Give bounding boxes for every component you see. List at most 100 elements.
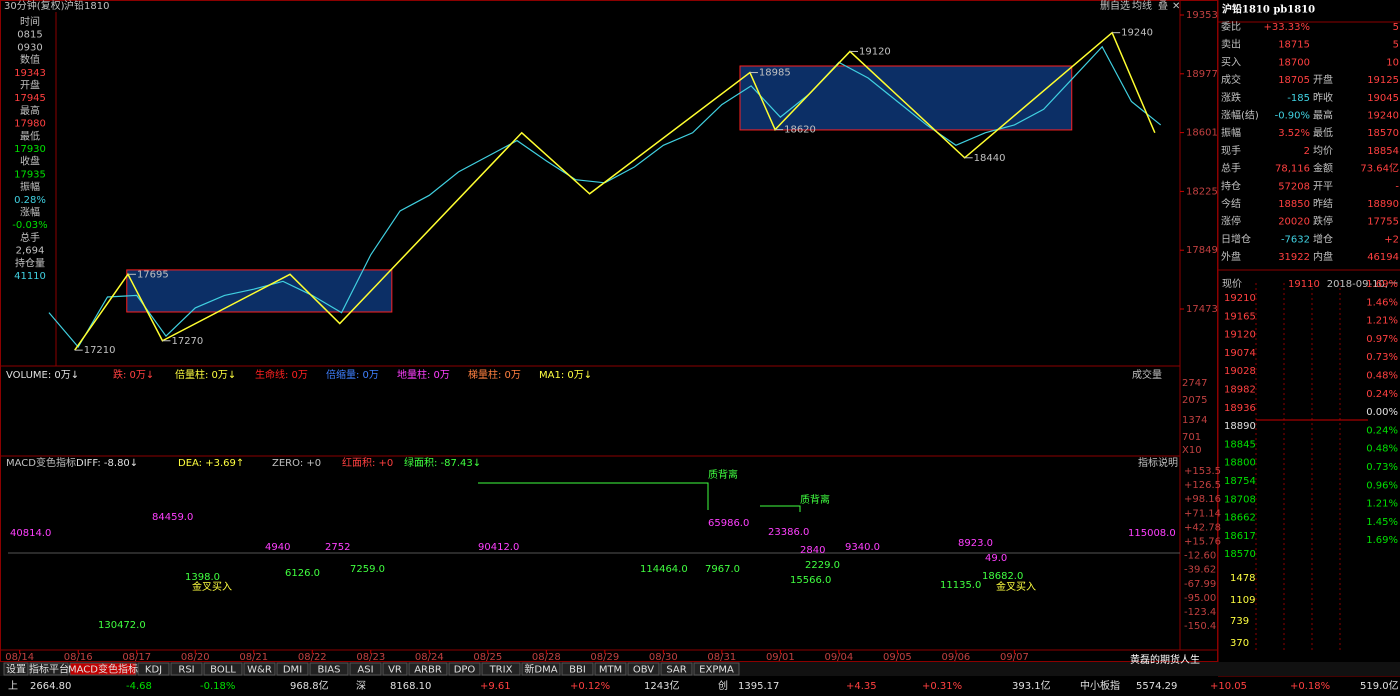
volume-legend: 倍缩量: 0万 (326, 368, 379, 381)
info-item: 17935 (14, 169, 46, 180)
tab[interactable] (594, 662, 627, 676)
x-tick-label: 08/31 (707, 652, 736, 663)
tab-label[interactable]: DMI (283, 665, 302, 676)
tab-label[interactable]: MACD变色指标 (68, 663, 138, 676)
mini-volume-label: 739 (1230, 616, 1249, 627)
watermark: 黄磊的期货人生 (1130, 653, 1200, 666)
macd-annotation: 18682.0 (982, 571, 1023, 582)
tab[interactable] (69, 662, 137, 676)
tab[interactable] (137, 662, 170, 676)
status-item: 深 (356, 680, 366, 692)
mini-axis-label: 1.46% (1366, 297, 1398, 308)
header-button[interactable]: ✕ (1172, 1, 1180, 12)
macd-annotation: 金叉买入 (192, 580, 232, 593)
volume-axis-label: 701 (1182, 432, 1201, 443)
tab-label[interactable]: RSI (178, 665, 194, 676)
tab[interactable] (660, 662, 693, 676)
tab-label[interactable]: OBV (633, 665, 654, 676)
macd-annotation: 7967.0 (705, 564, 740, 575)
volume-legend: 生命线: 0万 (255, 368, 308, 381)
tab[interactable] (693, 662, 740, 676)
quote-label: 最低 (1313, 126, 1333, 139)
status-item: 1395.17 (738, 681, 779, 692)
panel-button[interactable]: 指标说明 (1138, 456, 1178, 469)
tab[interactable] (481, 662, 521, 676)
status-item: -0.18% (200, 681, 235, 692)
tab-label[interactable]: KDJ (145, 665, 162, 676)
quote-label: 昨收 (1313, 91, 1333, 104)
quote-label: 均价 (1313, 145, 1333, 157)
tab[interactable] (561, 662, 594, 676)
volume-legend: VOLUME: 0万↓ (6, 370, 79, 381)
info-item: 涨幅 (20, 206, 40, 219)
mini-grid (1255, 283, 1368, 650)
quote-value: 18570 (1367, 128, 1399, 139)
tab-label[interactable]: BBI (569, 665, 586, 676)
tab-label[interactable]: SAR (666, 665, 686, 676)
quote-value: +33.33% (1263, 22, 1310, 33)
quote-value: 46194 (1367, 252, 1399, 263)
tab[interactable] (243, 662, 276, 676)
tab-label[interactable]: 新DMA (524, 663, 557, 676)
tab-label[interactable]: 设置 (6, 664, 26, 676)
tab[interactable] (170, 662, 203, 676)
macd-axis-label: -123.4 (1184, 607, 1216, 618)
macd-axis-label: +42.78 (1184, 522, 1221, 533)
macd-legend: DIFF: -8.80↓ (76, 458, 138, 469)
volume-axis-label: 1374 (1182, 415, 1207, 426)
tab[interactable] (448, 662, 481, 676)
tab-label[interactable]: ARBR (414, 665, 442, 676)
tab-label[interactable]: MTM (599, 665, 622, 676)
panel-button[interactable]: 成交量 (1132, 368, 1162, 381)
tab[interactable] (382, 662, 408, 676)
status-item: 968.8亿 (290, 679, 329, 692)
macd-annotation: 2840 (800, 545, 825, 556)
mini-axis-label: 18662 (1224, 513, 1256, 524)
header-button[interactable]: 叠 (1158, 0, 1168, 12)
info-item: 41110 (14, 271, 46, 282)
tab[interactable] (309, 662, 349, 676)
macd-annotation: 65986.0 (708, 518, 749, 529)
quote-label: 昨结 (1313, 197, 1333, 210)
tab[interactable] (3, 662, 29, 676)
divergence-line (760, 505, 801, 512)
tab-label[interactable]: TRIX (489, 665, 513, 676)
macd-annotation: 84459.0 (152, 512, 193, 523)
tab-label[interactable]: BOLL (210, 665, 236, 676)
tab-label[interactable]: EXPMA (699, 665, 734, 676)
macd-annotation: 11135.0 (940, 580, 981, 591)
quote-label: 现手 (1221, 144, 1241, 157)
quote-label: 最高 (1313, 109, 1333, 122)
tab[interactable] (521, 662, 561, 676)
mini-axis-label: 19074 (1224, 348, 1256, 359)
tab[interactable] (203, 662, 243, 676)
tab[interactable] (408, 662, 448, 676)
x-tick-label: 08/25 (473, 652, 502, 663)
header-button[interactable]: 删自选 (1100, 0, 1130, 12)
tab-label[interactable]: VR (388, 665, 402, 676)
volume-legend: MA1: 0万↓ (539, 370, 592, 381)
tab[interactable] (276, 662, 309, 676)
tab[interactable] (349, 662, 382, 676)
tab-label[interactable]: DPO (454, 665, 476, 676)
tab-label[interactable]: W&R (247, 665, 272, 676)
x-tick-label: 08/17 (122, 652, 151, 663)
tab-label[interactable]: 指标平台 (29, 663, 69, 676)
tab-label[interactable]: BIAS (318, 665, 341, 676)
pivot-label: 17695 (137, 269, 169, 280)
tab-label[interactable]: ASI (357, 665, 373, 676)
header-button[interactable]: 均线 (1132, 0, 1152, 12)
quote-value: 18715 (1278, 40, 1310, 51)
tab[interactable] (29, 662, 69, 676)
quote-value: 19240 (1367, 111, 1399, 122)
status-item: +0.31% (922, 681, 962, 692)
macd-axis-label: +126.5 (1184, 480, 1221, 491)
macd-legend: ZERO: +0 (272, 458, 321, 469)
volume-axis-label: 2747 (1182, 378, 1207, 389)
macd-annotation: 4940 (265, 542, 290, 553)
info-item: 开盘 (20, 79, 40, 92)
status-item: 2664.80 (30, 681, 71, 692)
quote-value: 18850 (1278, 199, 1310, 210)
tab[interactable] (627, 662, 660, 676)
y-tick-label: 19353 (1186, 10, 1218, 21)
